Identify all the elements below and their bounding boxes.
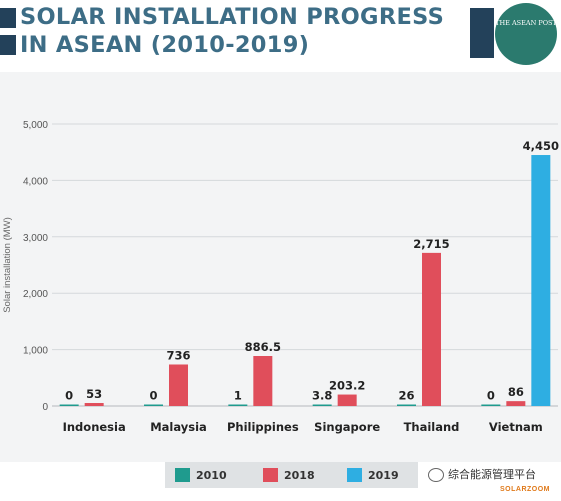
bar — [59, 404, 79, 406]
x-tick-label: Malaysia — [150, 420, 207, 434]
data-label: 203.2 — [329, 379, 365, 393]
y-tick-label: 4,000 — [23, 176, 48, 187]
bar — [506, 401, 526, 406]
x-tick-label: Vietnam — [489, 420, 543, 434]
legend-item: 2010 — [175, 468, 227, 482]
bar — [531, 155, 551, 406]
legend-swatch — [175, 468, 190, 482]
asean-post-logo: THE ASEAN POST — [495, 3, 557, 65]
watermark-text: 综合能源管理平台 — [448, 468, 536, 481]
data-label: 3.8 — [312, 389, 332, 403]
data-label: 736 — [166, 348, 190, 362]
bar — [228, 404, 248, 406]
data-label: 2,715 — [413, 237, 449, 251]
legend-label: 2019 — [368, 468, 399, 482]
title-stripe — [0, 8, 16, 28]
data-label: 4,450 — [523, 139, 559, 153]
x-tick-label: Indonesia — [63, 420, 126, 434]
bar — [144, 404, 163, 406]
legend-label: 2018 — [284, 468, 315, 482]
x-tick-label: Philippines — [227, 420, 299, 434]
title-stripe — [0, 35, 16, 55]
legend-item: 2019 — [347, 468, 399, 482]
legend-item: 2018 — [263, 468, 315, 482]
legend-swatch — [347, 468, 362, 482]
data-label: 0 — [65, 389, 73, 403]
wechat-icon — [428, 468, 444, 482]
data-label: 886.5 — [245, 340, 281, 354]
bar — [84, 403, 104, 406]
data-label: 1 — [234, 389, 242, 403]
bar — [312, 404, 332, 406]
x-tick-label: Thailand — [404, 420, 460, 434]
wechat-watermark: 综合能源管理平台 — [428, 466, 536, 482]
chart-title-line2: IN ASEAN (2010-2019) — [20, 32, 310, 58]
y-tick-label: 3,000 — [23, 233, 48, 244]
bar — [169, 364, 188, 406]
data-label: 86 — [508, 385, 524, 399]
header: SOLAR INSTALLATION PROGRESS IN ASEAN (20… — [0, 0, 561, 72]
y-tick-label: 1,000 — [23, 346, 48, 357]
legend-label: 2010 — [196, 468, 227, 482]
bar — [397, 404, 416, 406]
bar — [337, 394, 357, 406]
data-label: 0 — [149, 389, 157, 403]
chart-title-line1: SOLAR INSTALLATION PROGRESS — [20, 4, 445, 30]
data-label: 0 — [487, 389, 495, 403]
legend: 2010 2018 2019 — [165, 462, 418, 488]
chart-area — [0, 72, 561, 462]
data-label: 26 — [398, 389, 414, 403]
bar-chart: 0 1,000 2,000 3,000 4,000 5,000 Solar installa… — [2, 120, 559, 434]
bar — [481, 404, 501, 406]
x-tick-label: Singapore — [314, 420, 380, 434]
data-label: 53 — [86, 387, 102, 401]
legend-swatch — [263, 468, 278, 482]
header-accent-bar — [470, 8, 494, 58]
y-axis-label: Solar installation (MW) — [2, 217, 13, 313]
y-tick-label: 0 — [42, 402, 48, 413]
bar — [422, 252, 441, 406]
bar — [253, 356, 273, 406]
y-tick-label: 2,000 — [23, 289, 48, 300]
y-tick-label: 5,000 — [23, 120, 48, 131]
logo-text: THE ASEAN POST — [495, 19, 557, 27]
solarzoom-brand: SOLARZOOM — [500, 486, 550, 493]
